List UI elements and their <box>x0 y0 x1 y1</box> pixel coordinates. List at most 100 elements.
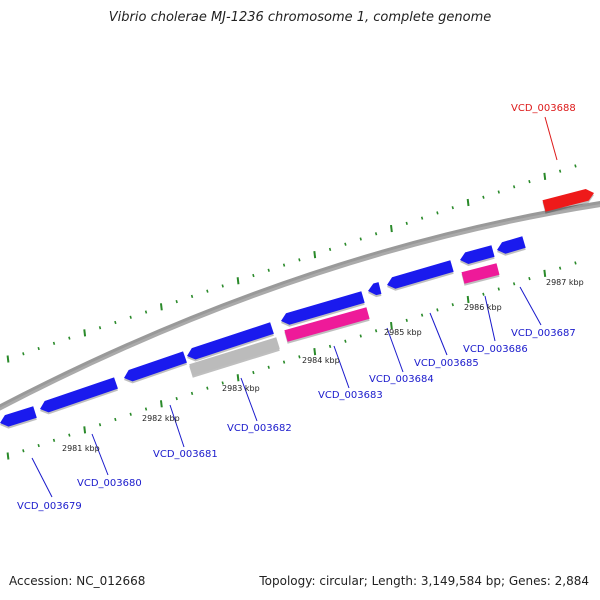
outer-tick <box>344 242 347 246</box>
gene-vcd-003686[interactable] <box>461 263 500 284</box>
inner-tick <box>114 417 117 422</box>
accession-text: Accession: NC_012668 <box>9 574 146 588</box>
inner-tick <box>451 303 454 307</box>
inner-tick <box>267 365 270 369</box>
inner-tick <box>236 374 240 382</box>
tick-labels: 2981 kbp 2982 kbp 2983 kbp 2984 kbp 2985… <box>62 278 584 453</box>
gene-vcd-003683[interactable] <box>284 307 370 342</box>
tick-marks <box>6 164 577 460</box>
inner-tick <box>83 426 87 434</box>
gene-label-vcd-003687[interactable]: VCD_003687 <box>511 328 576 339</box>
backbone-line <box>0 201 600 408</box>
inner-tick <box>190 391 194 396</box>
outer-tick <box>144 310 148 314</box>
gene-vcd-003683-strand[interactable] <box>281 291 365 325</box>
inner-tick <box>558 266 562 270</box>
outer-tick <box>52 341 56 345</box>
gene-label-vcd-003683[interactable]: VCD_003683 <box>318 390 383 401</box>
outer-tick <box>114 320 117 325</box>
outer-tick <box>68 336 71 340</box>
outer-tick <box>328 247 332 252</box>
tick-label-2982: 2982 kbp <box>142 414 180 423</box>
outer-tick <box>436 211 439 215</box>
leader-vcd-003685 <box>429 312 448 356</box>
inner-tick <box>6 452 10 460</box>
inner-tick <box>37 443 40 448</box>
leader-vcd-003686 <box>484 295 496 342</box>
gene-label-vcd-003688[interactable]: VCD_003688 <box>511 103 576 114</box>
inner-tick <box>420 313 424 317</box>
outer-tick <box>236 277 240 285</box>
inner-tick <box>543 269 547 277</box>
inner-tick <box>298 355 301 359</box>
genome-summary-text: Topology: circular; Length: 3,149,584 bp… <box>259 574 589 588</box>
outer-tick <box>482 195 485 199</box>
gene-vcd-003686-strand[interactable] <box>460 245 495 264</box>
outer-tick <box>175 299 178 304</box>
gene-label-vcd-003680[interactable]: VCD_003680 <box>77 478 142 489</box>
inner-tick <box>512 282 516 286</box>
outer-tick <box>22 352 25 356</box>
gene-label-vcd-003684[interactable]: VCD_003684 <box>369 374 434 385</box>
outer-tick <box>405 221 408 225</box>
outer-tick <box>206 289 209 293</box>
outer-tick <box>374 232 378 236</box>
gene-labels: VCD_003679 VCD_003680 VCD_003681 VCD_003… <box>17 103 576 512</box>
outer-tick <box>267 268 270 272</box>
leader-vcd-003682 <box>240 377 258 422</box>
leader-vcd-003679 <box>31 457 53 498</box>
leader-vcd-003688 <box>544 116 558 161</box>
map-title: Vibrio cholerae MJ-1236 chromosome 1, co… <box>108 10 492 25</box>
tick-label-2986: 2986 kbp <box>464 303 502 312</box>
inner-tick <box>359 334 362 338</box>
leader-vcd-003684 <box>386 327 404 373</box>
outer-tick <box>6 355 10 363</box>
inner-tick <box>436 308 439 312</box>
inner-tick <box>405 318 408 322</box>
inner-tick <box>344 339 347 343</box>
gene-vcd-003682-strand[interactable] <box>187 322 274 360</box>
outer-tick <box>420 216 424 220</box>
outer-tick <box>190 294 194 299</box>
gene-label-vcd-003685[interactable]: VCD_003685 <box>414 358 479 369</box>
outer-tick <box>543 172 547 180</box>
gene-label-vcd-003686[interactable]: VCD_003686 <box>463 344 528 355</box>
outer-tick <box>512 185 516 189</box>
outer-tick <box>313 251 317 259</box>
inner-tick <box>68 433 71 437</box>
inner-tick <box>497 287 500 291</box>
gene-vcd-003679[interactable] <box>0 406 37 427</box>
leader-vcd-003687 <box>519 286 542 326</box>
gene-vcd-003688[interactable] <box>542 188 594 212</box>
gene-vcd-003685-strand[interactable] <box>387 260 454 289</box>
outer-tick <box>83 329 87 337</box>
inner-tick <box>206 386 209 390</box>
inner-tick <box>466 295 470 304</box>
inner-tick <box>144 407 148 411</box>
inner-tick <box>328 344 332 349</box>
gene-label-vcd-003682[interactable]: VCD_003682 <box>227 423 292 434</box>
outer-tick <box>98 326 102 330</box>
outer-tick <box>390 224 393 233</box>
tick-label-2984: 2984 kbp <box>302 356 340 365</box>
label-leader-lines <box>31 116 558 498</box>
gene-label-vcd-003679[interactable]: VCD_003679 <box>17 501 82 512</box>
gene-vcd-003681[interactable] <box>124 351 187 382</box>
gene-label-vcd-003681[interactable]: VCD_003681 <box>153 449 218 460</box>
inner-tick <box>175 396 178 401</box>
gene-vcd-003680[interactable] <box>40 377 118 413</box>
gene-vcd-003687-strand[interactable] <box>497 236 526 254</box>
gene-features <box>0 188 594 429</box>
leader-vcd-003680 <box>91 433 109 476</box>
gene-vcd-003682[interactable] <box>189 337 280 376</box>
tick-label-2981: 2981 kbp <box>62 444 100 453</box>
outer-tick <box>359 237 362 241</box>
outer-tick <box>252 273 255 278</box>
gene-vcd-003684-strand[interactable] <box>368 282 382 296</box>
inner-tick <box>52 438 56 442</box>
outer-tick <box>558 169 562 173</box>
inner-tick <box>313 348 317 356</box>
inner-tick <box>129 412 132 416</box>
leader-vcd-003681 <box>169 404 185 448</box>
backbone-shadow <box>0 202 600 411</box>
